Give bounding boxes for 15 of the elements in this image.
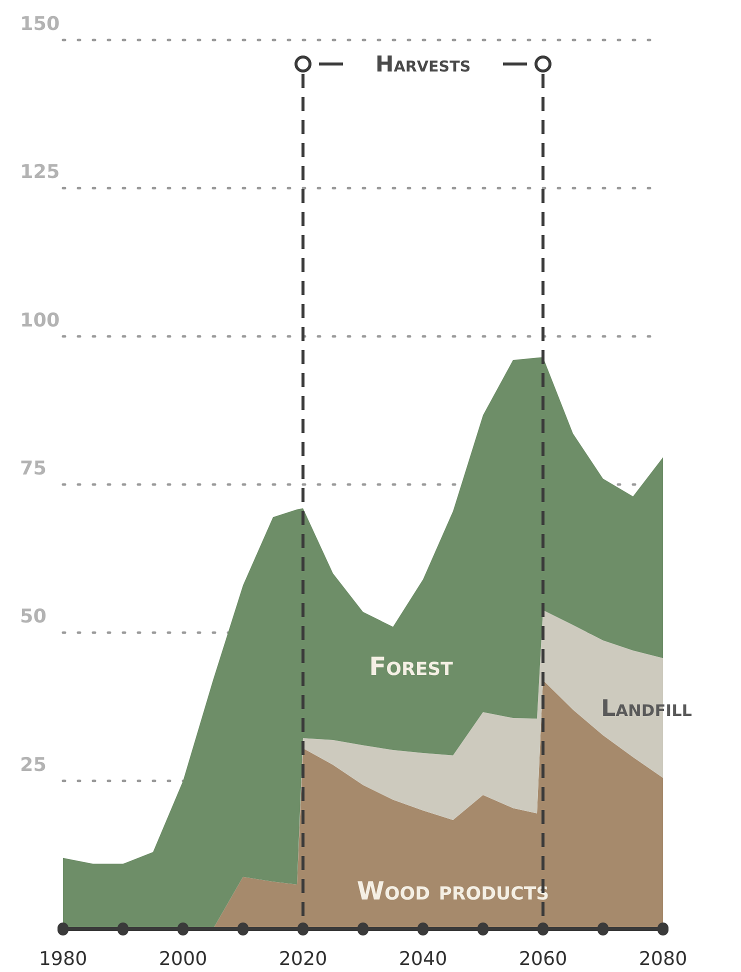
- y-tick-label: 25: [20, 754, 46, 776]
- y-tick-label: 50: [20, 606, 46, 628]
- y-tick-label: 125: [20, 161, 60, 184]
- x-tick-label: 2040: [398, 948, 448, 970]
- x-tick-label: 2020: [278, 948, 328, 970]
- series-label: Forest: [369, 652, 454, 681]
- annotation: Harvests: [375, 52, 471, 78]
- series-label: Wood products: [356, 876, 550, 906]
- x-tick-label: 1980: [38, 948, 88, 970]
- x-tick-label: 2080: [638, 948, 688, 970]
- x-tick-label: 2000: [158, 948, 208, 970]
- y-tick-label: 150: [20, 13, 60, 35]
- y-tick-label: 75: [20, 458, 46, 480]
- x-tick-label: 2060: [518, 948, 568, 970]
- y-tick-label: 100: [20, 309, 60, 332]
